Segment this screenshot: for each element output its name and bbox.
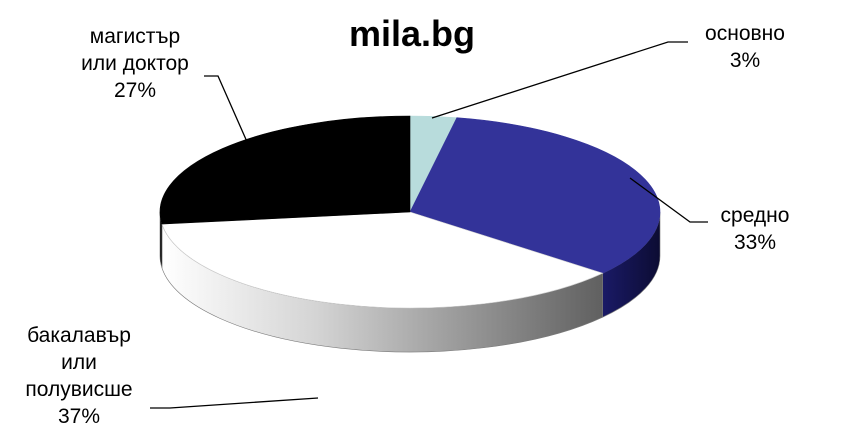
slice-sredno-value-label: 33% [734,231,776,254]
slice-bakalavar-category-label: или [61,351,97,374]
slice-sredno-category-label: средно [721,204,790,227]
slice-sredno [409,117,661,274]
slice-bakalavar-category-label: бакалавър [27,324,131,347]
slice-osnovno-leader-line [431,41,688,119]
slice-sredno-leader-line [629,177,708,223]
chart-title: mila.bg [349,13,475,54]
slice-magistar-category-label: или доктор [81,52,189,75]
slice-labels: основно 3% средно 33% бакалавър или полувисше 3… [25,22,789,428]
slice-osnovno-category-label: основно [705,22,785,45]
slice-bakalavar-value-label: 37% [58,405,100,428]
leader-lines [150,41,708,409]
slice-bakalavar [161,211,604,309]
slice-bakalavar-category-label: полувисше [25,378,132,401]
slice-magistar-value-label: 27% [114,79,156,102]
slice-magistar [159,115,411,225]
slice-bakalavar-leader-line [150,397,319,409]
slice-magistar-leader-line [204,75,249,145]
slice-magistar-category-label: магистър [90,25,180,48]
pie-tops [159,115,661,309]
slice-osnovno-value-label: 3% [730,49,760,72]
